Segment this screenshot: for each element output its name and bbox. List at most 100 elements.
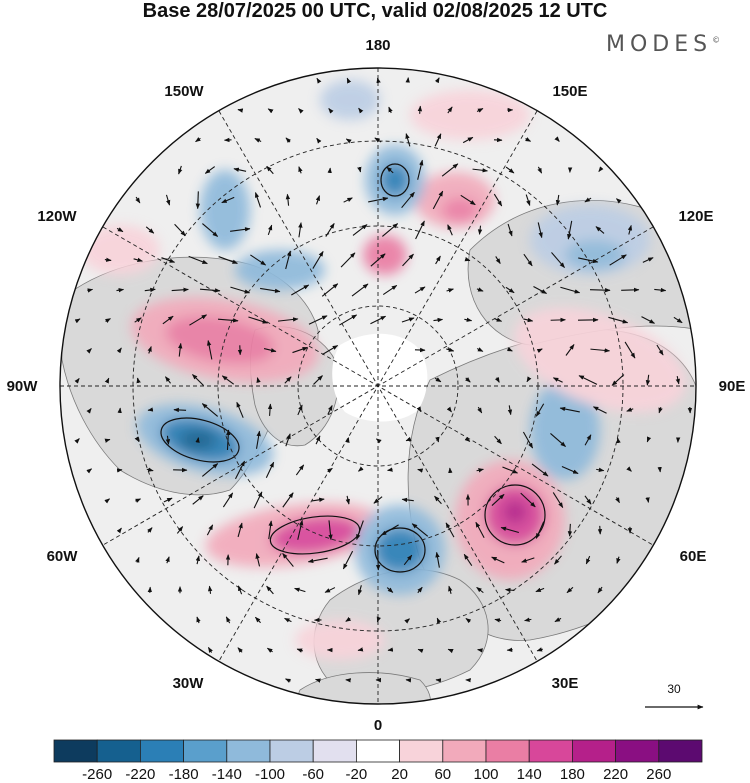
anomaly-positive bbox=[165, 316, 275, 364]
wind-vector bbox=[507, 405, 513, 416]
wind-vector bbox=[284, 617, 292, 623]
wind-vector bbox=[559, 406, 580, 413]
wind-vector bbox=[307, 557, 328, 564]
wind-vector bbox=[278, 317, 299, 322]
lon-label-0: 0 bbox=[374, 717, 382, 734]
wind-vector bbox=[533, 285, 548, 295]
wind-vector bbox=[195, 437, 200, 443]
wind-vector bbox=[206, 340, 213, 360]
wind-vector bbox=[494, 376, 500, 383]
wind-vector bbox=[226, 429, 231, 451]
graticule bbox=[60, 68, 696, 704]
wind-vector bbox=[374, 137, 382, 143]
wind-vector bbox=[267, 108, 274, 114]
wind-vector bbox=[171, 287, 189, 292]
wind-vector bbox=[550, 433, 566, 447]
wind-vector bbox=[313, 375, 323, 385]
wind-vector bbox=[446, 347, 455, 352]
wind-vector bbox=[675, 375, 680, 385]
wind-vector bbox=[327, 467, 333, 474]
wind-vector bbox=[464, 436, 471, 442]
colorbar-swatch bbox=[658, 739, 703, 763]
wind-vector bbox=[403, 554, 413, 566]
wind-vector bbox=[285, 193, 291, 206]
wind-vector bbox=[260, 287, 281, 293]
wind-vector bbox=[387, 467, 393, 472]
wind-vector bbox=[494, 435, 502, 445]
colorbar-label: -140 bbox=[212, 766, 242, 783]
wind-vector bbox=[552, 377, 563, 383]
wind-vector bbox=[434, 377, 442, 383]
wind-vector bbox=[536, 348, 543, 354]
wind-vector bbox=[627, 224, 633, 235]
wind-vector bbox=[645, 374, 651, 386]
wind-vector bbox=[475, 521, 485, 538]
wind-vector bbox=[560, 286, 581, 294]
wind-vector bbox=[116, 347, 122, 354]
wind-vector bbox=[537, 166, 543, 174]
wind-vector bbox=[86, 407, 92, 414]
colorbar-swatch bbox=[312, 739, 357, 763]
wind-vector bbox=[147, 346, 152, 354]
wind-vector bbox=[609, 254, 627, 266]
wind-vector bbox=[201, 463, 219, 477]
wind-vector bbox=[147, 527, 153, 533]
wind-vector bbox=[297, 519, 304, 540]
wind-vector bbox=[584, 495, 592, 505]
wind-vector bbox=[265, 461, 275, 479]
wind-vector bbox=[405, 436, 412, 442]
wind-vector bbox=[285, 433, 291, 447]
wind-vector bbox=[417, 159, 424, 180]
wind-vector bbox=[525, 194, 531, 206]
wind-vector bbox=[387, 647, 394, 652]
wind-vector bbox=[104, 498, 111, 504]
wind-vector bbox=[565, 344, 575, 356]
wind-vector bbox=[446, 406, 452, 413]
wind-vector bbox=[476, 287, 484, 292]
wind-vector bbox=[441, 163, 459, 177]
wind-vector bbox=[476, 468, 484, 473]
wind-vector bbox=[86, 348, 92, 354]
wind-vector bbox=[608, 316, 629, 324]
wind-vector bbox=[322, 345, 339, 355]
wind-vector bbox=[535, 403, 545, 417]
wind-vector bbox=[641, 316, 655, 324]
wind-vector bbox=[340, 252, 356, 268]
wind-vector bbox=[500, 526, 519, 534]
wind-vector bbox=[447, 648, 454, 654]
contour-lines bbox=[160, 163, 546, 573]
wind-vector bbox=[414, 286, 426, 294]
wind-vector bbox=[165, 556, 170, 564]
wind-vector bbox=[146, 467, 154, 472]
wind-vector bbox=[462, 136, 474, 144]
colorbar-swatch bbox=[572, 739, 617, 763]
wind-vector bbox=[566, 586, 574, 594]
lon-label-60e: 60E bbox=[680, 548, 707, 565]
modes-logo-text: MODES bbox=[606, 32, 713, 57]
wind-vector bbox=[282, 492, 294, 508]
wind-vector bbox=[230, 227, 251, 232]
wind-vector bbox=[615, 497, 620, 504]
wind-vector bbox=[536, 647, 544, 652]
wind-vector bbox=[206, 524, 214, 536]
wind-vector bbox=[86, 468, 93, 474]
wind-vector bbox=[535, 521, 545, 539]
colorbar-label: 220 bbox=[603, 766, 628, 783]
wind-vector bbox=[237, 585, 243, 595]
wind-vector bbox=[520, 492, 536, 508]
colorbar-label: 100 bbox=[473, 766, 498, 783]
wind-vector bbox=[312, 250, 324, 269]
wind-vector bbox=[506, 347, 513, 352]
wind-vector bbox=[642, 257, 654, 263]
wind-vector bbox=[266, 647, 273, 653]
wind-vector bbox=[434, 133, 442, 147]
wind-vector bbox=[561, 465, 579, 475]
wind-vector bbox=[567, 220, 573, 240]
wind-vector bbox=[162, 315, 174, 325]
colorbar-swatch bbox=[355, 739, 400, 763]
wind-vector bbox=[495, 256, 501, 265]
wind-vector bbox=[578, 257, 599, 264]
colorbar-label: 60 bbox=[434, 766, 451, 783]
contour-line bbox=[484, 484, 546, 546]
wind-vector bbox=[135, 556, 140, 563]
